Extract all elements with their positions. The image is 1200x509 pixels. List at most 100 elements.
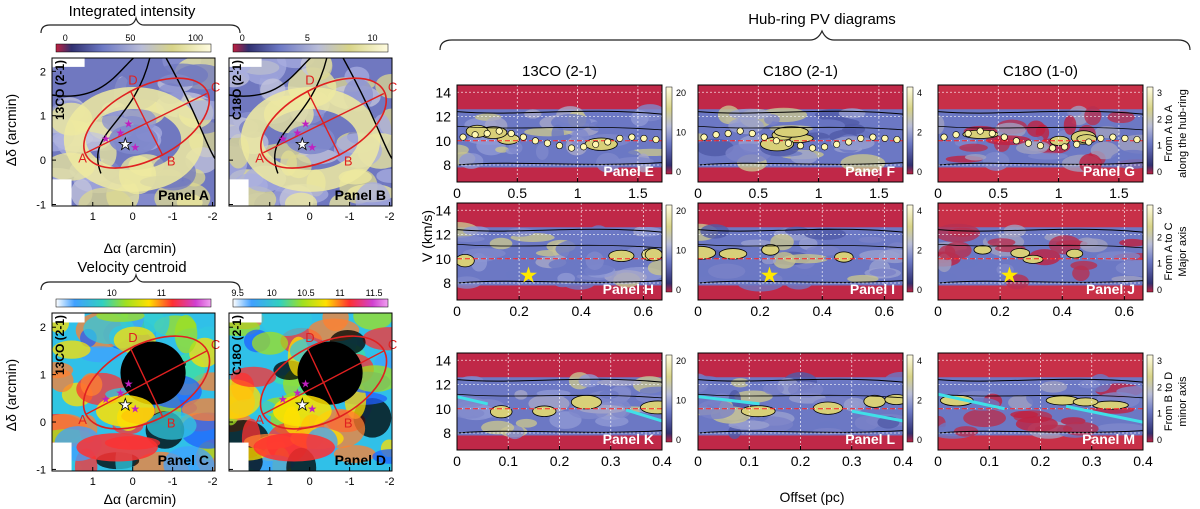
peak-velocity-point	[893, 136, 901, 144]
pv-colorbar	[1146, 204, 1154, 293]
map-dec-label-bottom: Δδ (arcmin)	[3, 359, 19, 431]
pv-xtick: 0	[453, 453, 461, 469]
point-label-b: B	[167, 415, 176, 430]
pv-contour	[698, 378, 903, 383]
ra-tick: -2	[208, 476, 218, 488]
velocity-gradient-line	[457, 395, 489, 406]
peak-velocity-point	[760, 133, 768, 141]
map-blob	[230, 366, 277, 387]
pv-xtick: 0.4	[893, 453, 913, 469]
pv-contour	[457, 228, 662, 233]
pv-contour	[457, 393, 662, 399]
pv-xtick: 0.1	[740, 453, 760, 469]
pv-frame	[697, 202, 904, 301]
pv-blob	[604, 270, 647, 284]
pv-blob	[854, 415, 880, 431]
pv-xtick: 0.1	[980, 453, 1000, 469]
pv-blob	[647, 260, 662, 276]
peak-velocity-point	[1109, 133, 1117, 141]
minor-axis-line	[129, 347, 164, 418]
yso-star-icon: ★	[293, 388, 303, 400]
peak-velocity-point	[796, 142, 804, 150]
pv-blob	[595, 415, 629, 427]
dec-tick: 2	[40, 322, 46, 334]
pv-clump	[1066, 248, 1084, 259]
point-label-c: C	[211, 80, 220, 95]
pv-blob	[840, 154, 886, 173]
map-dec-label-top: Δδ (arcmin)	[3, 94, 19, 166]
pv-clump	[718, 248, 748, 260]
blank-corner	[52, 442, 72, 471]
peak-velocity-point	[568, 144, 576, 152]
pv-contour	[698, 393, 903, 399]
ra-tick: 0	[130, 476, 136, 488]
pv-xtick: 0.4	[1133, 453, 1153, 469]
pv-ytick: 12	[435, 377, 451, 393]
map-blob	[333, 445, 376, 463]
pv-xtick: 0.2	[990, 303, 1010, 319]
map-blob	[80, 372, 103, 397]
pv-blob	[599, 390, 619, 399]
pv-clump	[740, 405, 776, 418]
ra-tick: -2	[385, 211, 395, 223]
peak-velocity-point	[1037, 142, 1045, 150]
pv-colorbar	[906, 204, 914, 293]
point-label-a: A	[255, 412, 264, 427]
peak-velocity-point	[700, 133, 708, 141]
pv-clump	[973, 244, 992, 255]
velocity-gradient-line	[1065, 404, 1143, 424]
pv-colorbar-tick: 0	[676, 285, 681, 295]
pv-xtick: 1	[815, 185, 823, 201]
pv-blob	[1026, 120, 1046, 137]
map-frame	[51, 57, 216, 207]
pv-contour	[698, 162, 903, 166]
pv-blob	[1096, 251, 1141, 262]
minor-axis-line	[306, 347, 341, 418]
pv-contour	[457, 430, 662, 434]
pv-blob	[1034, 424, 1073, 434]
blank-corner	[52, 58, 85, 67]
pv-blob	[938, 271, 958, 284]
pv-blob	[1084, 106, 1102, 126]
pv-blob	[585, 251, 604, 271]
tracer-label: 13CO (2-1)	[53, 60, 67, 120]
pv-blob	[1066, 109, 1082, 116]
peak-velocity-point	[543, 139, 551, 147]
dec-tick: 0	[40, 417, 46, 429]
pv-clump	[834, 251, 854, 263]
pv-frame	[456, 84, 663, 183]
pv-blob	[1079, 153, 1102, 174]
pv-blob	[883, 371, 903, 392]
pv-contour	[457, 125, 662, 131]
pv-ytick: 8	[443, 157, 451, 173]
pv-ytick: 12	[435, 227, 451, 243]
pv-image	[938, 85, 1143, 182]
peak-velocity-point	[628, 133, 636, 141]
pv-colorbar-tick: 20	[676, 356, 686, 366]
mid-velocity-region	[273, 395, 332, 427]
brace-pv	[439, 29, 1191, 51]
pv-blob	[514, 390, 528, 400]
pv-contour	[698, 125, 903, 131]
central-star-icon: ★	[118, 136, 132, 153]
pv-colorbar-tick: 1	[1157, 141, 1162, 151]
pv-contour	[938, 110, 1143, 115]
ra-tick: -2	[208, 211, 218, 223]
pv-blob	[787, 381, 824, 398]
point-label-a: A	[78, 412, 87, 427]
pv-contour	[698, 243, 903, 249]
pv-image	[698, 353, 903, 450]
pv-image: ★	[698, 203, 903, 300]
peak-velocity-point	[531, 137, 539, 145]
yso-star-icon: ★	[124, 378, 134, 390]
pv-xtick: 0.2	[550, 453, 570, 469]
pv-ytick: 14	[435, 84, 451, 100]
peak-velocity-point	[821, 143, 829, 151]
title-velocity-centroid: Velocity centroid	[77, 259, 186, 276]
column-header: C18O (2-1)	[763, 63, 838, 80]
title-pv-diagrams: Hub-ring PV diagrams	[748, 11, 896, 28]
pv-xtick: 0	[453, 185, 461, 201]
pv-colorbar-tick: 0	[1157, 285, 1162, 295]
pv-blob	[700, 224, 730, 239]
